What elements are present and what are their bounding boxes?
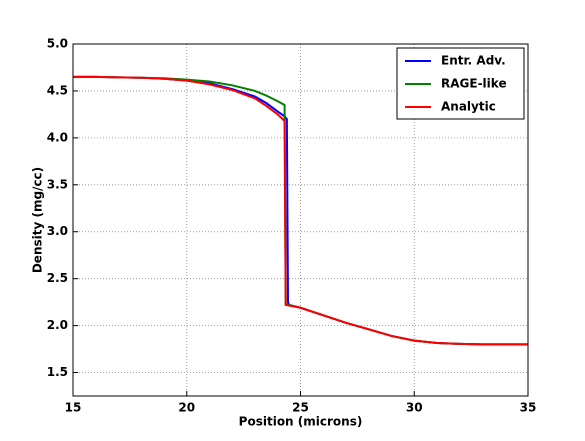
y-axis-label: Density (mg/cc) <box>31 167 45 273</box>
x-tick-label: 30 <box>406 401 423 415</box>
y-tick-label: 1.5 <box>47 365 68 379</box>
x-tick-label: 25 <box>292 401 309 415</box>
y-tick-label: 2.5 <box>47 271 68 285</box>
legend-label: Entr. Adv. <box>441 54 506 68</box>
x-tick-label: 20 <box>178 401 195 415</box>
y-tick-label: 4.5 <box>47 83 68 97</box>
series-line <box>73 75 528 346</box>
y-tick-label: 3.0 <box>47 224 68 238</box>
y-tick-label: 2.0 <box>47 318 68 332</box>
legend-label: Analytic <box>441 100 496 114</box>
y-tick-label: 5.0 <box>47 37 68 51</box>
y-tick-label: 3.5 <box>47 177 68 191</box>
plot-frame <box>72 43 529 397</box>
legend-label: RAGE-like <box>441 77 507 91</box>
x-axis-label: Position (microns) <box>239 415 363 429</box>
x-tick-label: 35 <box>520 401 537 415</box>
y-tick-label: 4.0 <box>47 130 68 144</box>
x-tick-label: 15 <box>65 401 82 415</box>
